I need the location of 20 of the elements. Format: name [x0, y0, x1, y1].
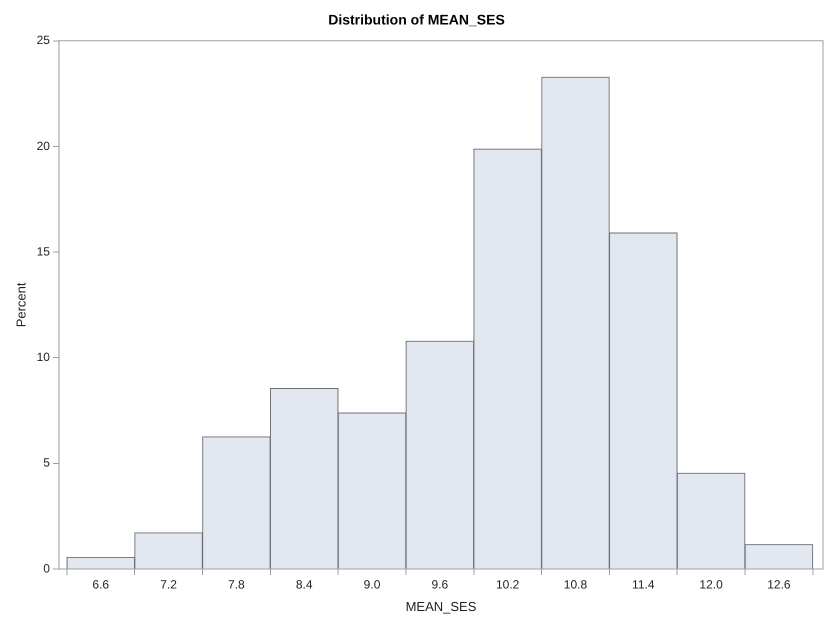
- x-tick-label: 10.2: [496, 578, 520, 592]
- x-tick-label: 7.2: [160, 578, 178, 592]
- y-tick-label: 10: [36, 350, 50, 364]
- y-tick-label: 25: [36, 33, 50, 48]
- y-tick-label: 5: [43, 456, 50, 470]
- y-tick-label: 20: [36, 138, 50, 153]
- x-tick-label: 6.6: [92, 578, 110, 592]
- x-tick-label: 12.0: [699, 578, 724, 592]
- x-tick-label: 8.4: [296, 578, 313, 592]
- y-axis-title: Percent: [13, 282, 28, 328]
- x-tick-label: 7.8: [228, 578, 246, 592]
- chart-title: Distribution of MEAN_SES: [328, 11, 505, 28]
- x-axis-title: MEAN_SES: [406, 598, 477, 614]
- x-tick-label: 9.0: [364, 578, 381, 592]
- x-tick-label: 10.8: [564, 578, 588, 592]
- y-tick-label: 0: [43, 561, 50, 576]
- x-tick-label: 12.6: [767, 578, 791, 592]
- x-tick-label: 9.6: [432, 578, 449, 592]
- x-tick-label: 11.4: [632, 578, 655, 592]
- y-tick-label: 15: [36, 244, 50, 258]
